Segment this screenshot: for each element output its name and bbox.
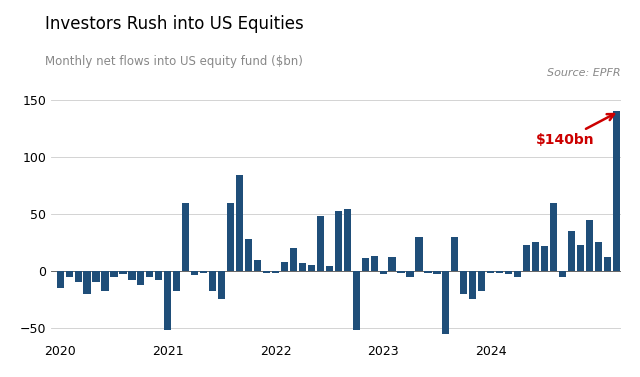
Bar [227,202,234,271]
Bar [83,271,91,294]
Bar [451,237,458,271]
Bar [397,271,404,273]
Bar [138,271,145,285]
Bar [344,209,351,271]
Bar [191,271,198,276]
Bar [164,271,172,330]
Bar [129,271,136,280]
Bar [335,210,342,271]
Bar [101,271,109,291]
Text: Investors Rush into US Equities: Investors Rush into US Equities [45,15,303,33]
Bar [263,271,270,273]
Bar [595,242,602,271]
Bar [173,271,180,291]
Bar [478,271,485,291]
Bar [415,237,422,271]
Bar [308,265,315,271]
Bar [550,202,557,271]
Bar [272,271,279,273]
Bar [156,271,163,280]
Bar [380,271,387,274]
Bar [469,271,476,299]
Bar [92,271,100,282]
Bar [388,257,396,271]
Bar [487,271,494,273]
Bar [65,271,73,277]
Bar [586,220,593,271]
Bar [326,267,333,271]
Bar [111,271,118,277]
Bar [568,231,575,271]
Bar [56,271,64,288]
Bar [254,259,261,271]
Bar [317,216,324,271]
Bar [74,271,82,282]
Bar [120,271,127,274]
Bar [299,263,306,271]
Bar [290,248,297,271]
Bar [604,257,611,271]
Bar [182,202,189,271]
Bar [442,271,449,334]
Bar [577,245,584,271]
Bar [147,271,154,277]
Bar [218,271,225,299]
Bar [406,271,413,277]
Bar [281,262,288,271]
Bar [460,271,467,294]
Bar [200,271,207,273]
Bar [424,271,431,273]
Bar [433,271,440,274]
Bar [523,245,530,271]
Bar [209,271,216,291]
Bar [245,239,252,271]
Text: Monthly net flows into US equity fund ($bn): Monthly net flows into US equity fund ($… [45,55,303,67]
Bar [532,242,539,271]
Bar [559,271,566,277]
Bar [371,256,378,271]
Text: Source: EPFR: Source: EPFR [547,68,621,78]
Bar [496,271,503,273]
Bar [612,112,620,271]
Bar [236,175,243,271]
Text: $140bn: $140bn [536,114,614,147]
Bar [362,258,369,271]
Bar [541,246,548,271]
Bar [514,271,521,277]
Bar [353,271,360,330]
Bar [505,271,512,274]
